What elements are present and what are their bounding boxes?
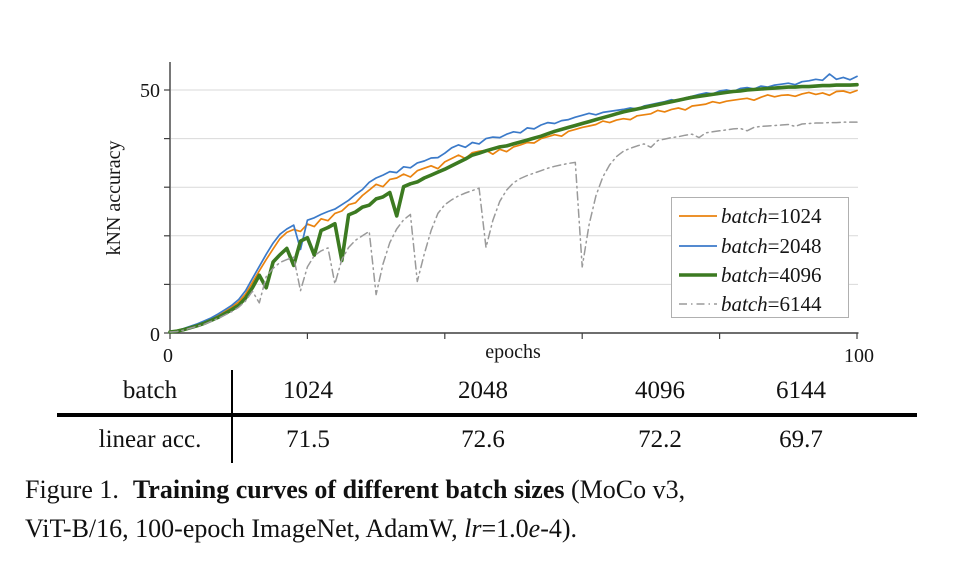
ytick-label-50: 50 [140,80,160,102]
legend-var: batch [721,234,768,258]
series-batch=6144 [169,121,858,333]
y-axis-title: kNN accuracy [103,141,125,256]
legend-var: batch [721,204,768,228]
legend-box [671,197,849,318]
table-cell-batch-2048: 2048 [458,377,508,404]
table-cell-acc-4096: 72.2 [638,426,682,453]
caption-line2-start: ViT-B/16, 100-epoch ImageNet, AdamW, [25,514,465,543]
figure-caption: Figure 1. Training curves of different ba… [25,470,955,548]
table-cell-acc-2048: 72.6 [461,426,505,453]
table-cell-batch-1024: 1024 [283,377,333,404]
legend-value: =1024 [768,204,822,228]
ytick-label-0: 0 [150,324,160,346]
legend-value: =4096 [768,263,822,287]
legend-var: batch [721,292,768,316]
caption-line-1: Figure 1. Training curves of different ba… [25,470,955,509]
table-horizontal-rule [57,413,917,417]
legend-label-batch-1024: batch=1024 [721,204,822,228]
training-curves-chart: 50 0 0 100 epochs kNN accuracy batch=102… [103,62,874,367]
series-batch=1024 [169,89,858,333]
caption-title-bold: Training curves of different batch sizes [132,475,565,504]
table-header-batch: batch [122,377,178,404]
legend-label-batch-4096: batch=4096 [721,263,822,287]
caption-figure-label: Figure 1. [25,475,119,504]
table-cell-acc-6144: 69.7 [779,426,823,453]
table-cell-batch-6144: 6144 [776,377,826,404]
x-axis-title: epochs [485,341,541,363]
table-header-linear-acc: linear acc. [98,426,202,453]
table-cell-acc-1024: 71.5 [286,426,330,453]
legend: batch=1024 batch=2048 batch=4096 batch=6… [671,197,849,318]
legend-value: =6144 [768,292,822,316]
plot-area [164,62,859,339]
caption-line2-end: -4). [540,514,578,543]
legend-label-batch-6144: batch=6144 [721,292,822,316]
series-batch=4096 [168,82,859,334]
caption-line-2: ViT-B/16, 100-epoch ImageNet, AdamW, lr=… [25,509,955,548]
caption-after-title: (MoCo v3, [571,475,686,504]
legend-var: batch [721,263,768,287]
caption-e-var: e [528,514,541,543]
caption-lr-var: lr [464,514,482,543]
legend-label-batch-2048: batch=2048 [721,234,822,258]
table-cell-batch-4096: 4096 [635,377,685,404]
series-batch=2048 [169,73,858,333]
xtick-label-0: 0 [163,345,173,366]
legend-value: =2048 [768,234,822,258]
caption-lr-mid: =1.0 [481,514,529,543]
xtick-label-100: 100 [844,345,874,366]
